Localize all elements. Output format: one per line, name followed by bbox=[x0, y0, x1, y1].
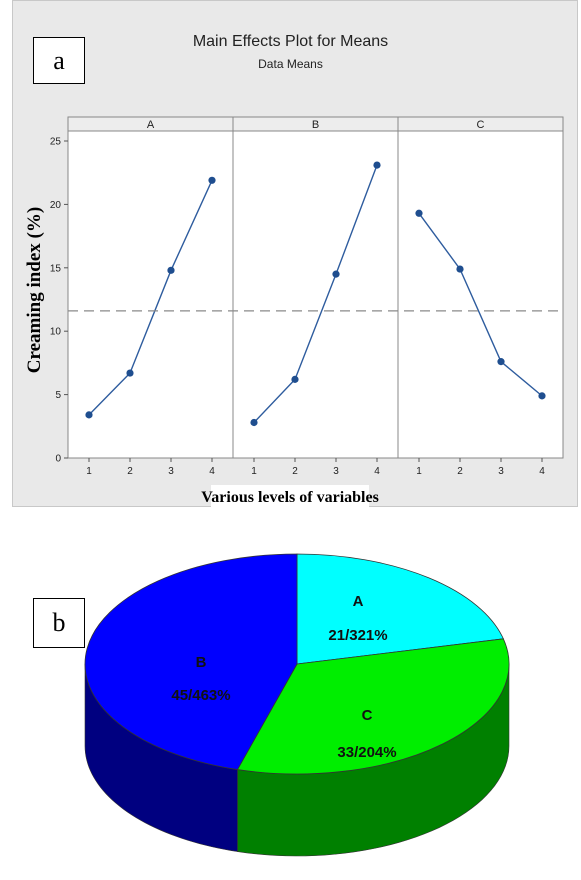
plot-area bbox=[67, 116, 564, 459]
pie-category-c: C bbox=[362, 707, 373, 724]
series-line-a bbox=[88, 180, 213, 416]
data-point-c-2 bbox=[456, 265, 464, 273]
series-line-c bbox=[418, 212, 543, 397]
data-point-a-3 bbox=[167, 266, 175, 274]
x-tick-label: 3 bbox=[333, 466, 339, 477]
pie-slice-c bbox=[236, 638, 510, 775]
pie-category-a: A bbox=[353, 593, 364, 610]
pie-category-b: B bbox=[196, 654, 207, 671]
panel-label-b: b bbox=[33, 598, 85, 648]
y-tick-label: 15 bbox=[50, 263, 62, 274]
x-tick-label: 3 bbox=[498, 466, 504, 477]
pie-value-label-c: 33/204% bbox=[337, 744, 396, 761]
x-tick-label: 4 bbox=[209, 466, 215, 477]
x-tick-label: 1 bbox=[251, 466, 257, 477]
data-point-b-3 bbox=[332, 270, 340, 278]
data-point-c-3 bbox=[497, 358, 505, 366]
x-tick-label: 2 bbox=[292, 466, 298, 477]
x-axis-label-bg bbox=[211, 485, 369, 507]
y-tick-label: 10 bbox=[50, 327, 62, 338]
x-tick-label: 1 bbox=[416, 466, 422, 477]
data-point-c-4 bbox=[538, 392, 546, 400]
y-tick-label: 25 bbox=[50, 137, 62, 148]
data-point-a-4 bbox=[208, 176, 216, 184]
pie-value-label-b: 45/463% bbox=[171, 687, 230, 704]
panel-label-b: B bbox=[312, 119, 319, 131]
data-point-b-1 bbox=[250, 418, 258, 427]
pie-value-label-a: 21/321% bbox=[328, 627, 387, 644]
x-tick-label: 2 bbox=[457, 466, 463, 477]
data-point-c-1 bbox=[415, 209, 423, 217]
pie-slice-a bbox=[296, 553, 504, 665]
chart-a-title: Main Effects Plot for Means bbox=[192, 33, 389, 50]
x-tick-label: 4 bbox=[539, 466, 545, 477]
panel-label-a: a bbox=[33, 37, 85, 84]
x-axis-label: Various levels of variables bbox=[201, 489, 379, 506]
chart-a-subtitle: Data Means bbox=[258, 57, 323, 71]
data-point-b-2 bbox=[291, 375, 299, 383]
panel-label-c: C bbox=[477, 119, 485, 131]
data-point-a-2 bbox=[126, 369, 134, 377]
data-point-a-1 bbox=[85, 411, 93, 419]
x-tick-label: 2 bbox=[127, 466, 133, 477]
series-line-b bbox=[253, 164, 378, 423]
panel-label-a: A bbox=[147, 119, 155, 131]
y-tick-label: 20 bbox=[50, 200, 62, 211]
y-tick-label: 5 bbox=[55, 390, 61, 401]
data-point-b-4 bbox=[373, 161, 381, 169]
pie-slice-b bbox=[84, 553, 298, 771]
y-tick-label: 0 bbox=[55, 454, 61, 465]
y-axis-label: Creaming index (%) bbox=[24, 207, 45, 373]
x-tick-label: 1 bbox=[86, 466, 92, 477]
x-tick-label: 3 bbox=[168, 466, 174, 477]
x-tick-label: 4 bbox=[374, 466, 380, 477]
